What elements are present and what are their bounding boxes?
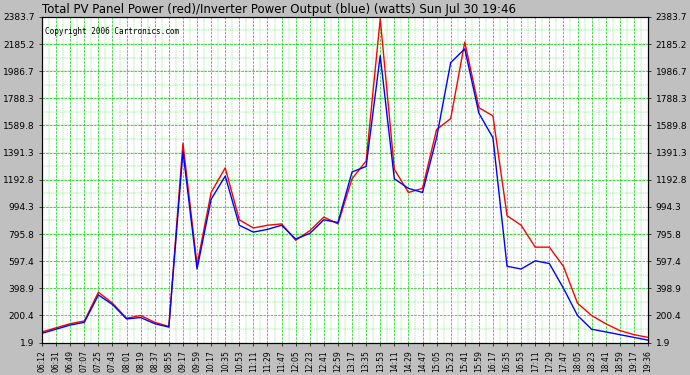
Text: Total PV Panel Power (red)/Inverter Power Output (blue) (watts) Sun Jul 30 19:46: Total PV Panel Power (red)/Inverter Powe…: [42, 3, 516, 16]
Text: Copyright 2006 Cartronics.com: Copyright 2006 Cartronics.com: [45, 27, 179, 36]
